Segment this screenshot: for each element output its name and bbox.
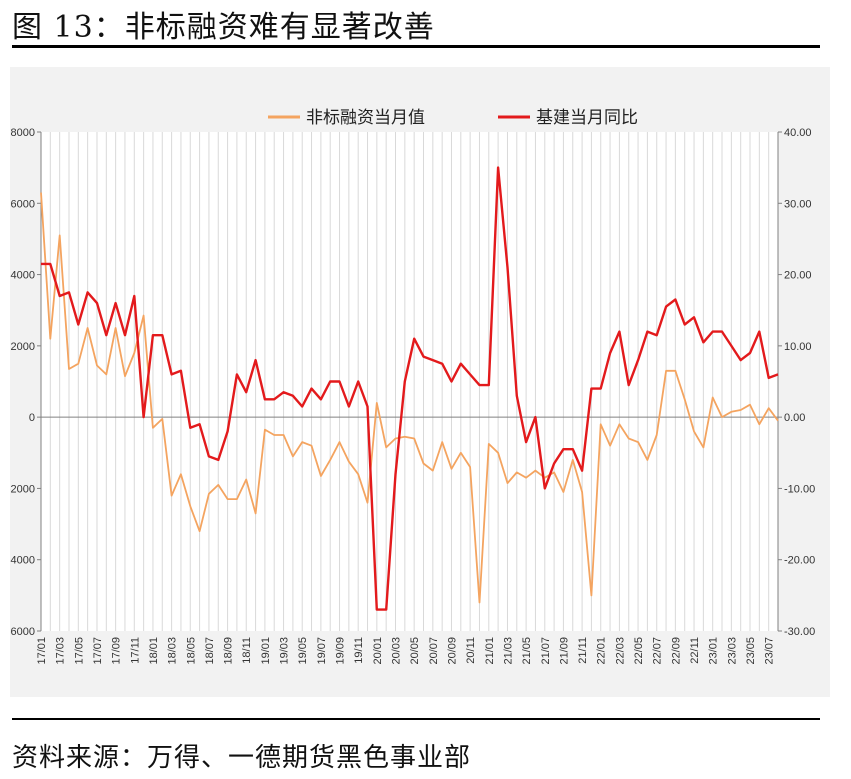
x-tick-label: 23/01 bbox=[708, 637, 720, 665]
right-tick-label: 40.00 bbox=[784, 127, 812, 139]
x-tick-label: 18/07 bbox=[204, 637, 216, 665]
right-tick-label: -10.00 bbox=[784, 483, 815, 495]
x-tick-label: 18/03 bbox=[167, 637, 179, 665]
right-tick-label: 10.00 bbox=[784, 341, 812, 353]
left-tick-label: 8000 bbox=[11, 127, 35, 139]
x-tick-label: 22/05 bbox=[633, 637, 645, 665]
x-tick-label: 22/11 bbox=[689, 637, 701, 664]
left-tick-label: 2000 bbox=[11, 341, 35, 353]
chart-frame: 8000 6000 4000 2000 0 -2000 -4000 -6000 40.00 30.… bbox=[10, 67, 830, 697]
x-tick-label: 22/03 bbox=[614, 637, 626, 665]
x-tick-label: 17/11 bbox=[129, 637, 141, 664]
source-note: 资料来源：万得、一德期货黑色事业部 bbox=[12, 743, 472, 773]
x-tick-label: 17/01 bbox=[36, 637, 48, 665]
x-tick-label: 19/07 bbox=[316, 637, 328, 665]
figure-title: 图 13：非标融资难有显著改善 bbox=[12, 10, 435, 45]
series-line-1 bbox=[40, 192, 779, 604]
x-tick-label: 20/05 bbox=[409, 637, 421, 665]
x-tick-label: 20/01 bbox=[372, 637, 384, 665]
x-tick-label: 19/01 bbox=[260, 637, 272, 665]
x-tick-label: 18/05 bbox=[185, 637, 197, 665]
legend-label-1: 非标融资当月值 bbox=[306, 108, 425, 127]
legend-label-2: 基建当月同比 bbox=[536, 108, 638, 127]
right-tick-label: 0.00 bbox=[784, 412, 805, 424]
x-tick-label: 21/01 bbox=[484, 637, 496, 665]
x-tick-label: 23/07 bbox=[764, 637, 776, 665]
x-tick-label: 18/09 bbox=[223, 637, 235, 665]
x-tick-label: 20/09 bbox=[446, 637, 458, 665]
x-tick-label: 19/11 bbox=[353, 637, 365, 664]
plot-area bbox=[41, 132, 778, 631]
x-tick-label: 21/03 bbox=[502, 637, 514, 665]
right-tick-label: -30.00 bbox=[784, 626, 815, 638]
title-rule bbox=[12, 45, 820, 48]
x-tick-label: 20/07 bbox=[428, 637, 440, 665]
x-tick-label: 20/11 bbox=[465, 637, 477, 664]
x-tick-label: 19/03 bbox=[279, 637, 291, 665]
right-tick-label: 20.00 bbox=[784, 270, 812, 282]
x-tick-label: 21/11 bbox=[577, 637, 589, 664]
x-tick-label: 21/09 bbox=[558, 637, 570, 665]
x-tick-label: 17/09 bbox=[111, 637, 123, 665]
x-tick-label: 18/11 bbox=[241, 637, 253, 664]
x-tick-label: 21/05 bbox=[521, 637, 533, 665]
x-tick-label: 21/07 bbox=[540, 637, 552, 665]
x-tick-label: 18/01 bbox=[148, 637, 160, 665]
left-tick-label: -2000 bbox=[10, 483, 35, 495]
x-tick-label: 19/09 bbox=[335, 637, 347, 665]
x-tick-label: 23/03 bbox=[726, 637, 738, 665]
right-tick-label: -20.00 bbox=[784, 555, 815, 567]
left-tick-label: 6000 bbox=[11, 198, 35, 210]
left-tick-label: 0 bbox=[29, 412, 35, 424]
x-tick-label: 23/05 bbox=[745, 637, 757, 665]
left-tick-label: -4000 bbox=[10, 555, 35, 567]
right-tick-label: 30.00 bbox=[784, 198, 812, 210]
x-tick-label: 17/07 bbox=[92, 637, 104, 665]
x-tick-label: 17/05 bbox=[73, 637, 85, 665]
x-tick-label: 22/09 bbox=[670, 637, 682, 665]
x-tick-label: 20/03 bbox=[391, 637, 403, 665]
x-tick-label: 22/01 bbox=[596, 637, 608, 665]
x-tick-label: 19/05 bbox=[297, 637, 309, 665]
source-rule bbox=[12, 718, 820, 720]
series-line-2 bbox=[41, 166, 779, 611]
x-tick-label: 17/03 bbox=[55, 637, 67, 665]
left-tick-label: 4000 bbox=[11, 270, 35, 282]
x-tick-label: 22/07 bbox=[652, 637, 664, 665]
dual-axis-line-chart: 8000 6000 4000 2000 0 -2000 -4000 -6000 40.00 30.… bbox=[10, 108, 815, 665]
left-tick-label: -6000 bbox=[10, 626, 35, 638]
